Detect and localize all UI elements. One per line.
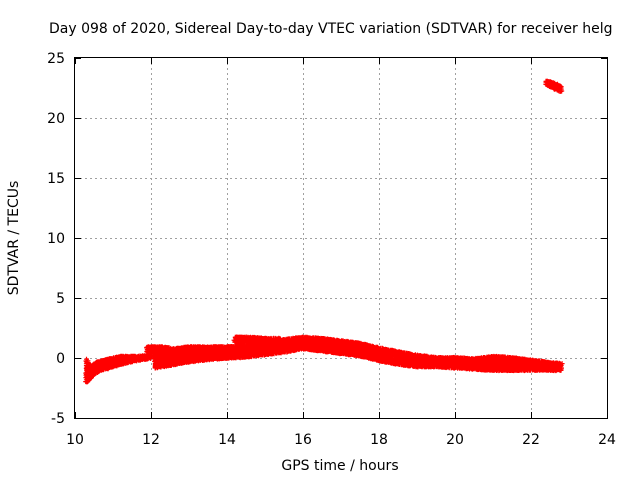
y-axis-label: SDTVAR / TECUs [6,181,22,296]
x-tick-label: 16 [294,432,312,448]
axis-ticks [75,58,608,419]
y-tick-label: 5 [56,291,65,307]
x-tick-label: 22 [522,432,540,448]
grid [75,58,607,418]
x-tick-label: 18 [370,432,388,448]
x-axis-label: GPS time / hours [281,458,398,474]
y-tick-label: 20 [47,111,65,127]
chart-title: Day 098 of 2020, Sidereal Day-to-day VTE… [49,21,612,37]
x-tick-label: 24 [598,432,616,448]
y-tick-label: 0 [56,351,65,367]
x-tick-label: 20 [446,432,464,448]
y-tick-label: 25 [47,51,65,67]
data-band [83,352,154,385]
data-series [83,78,565,385]
tick-labels: 10 12 14 16 18 20 22 24 -5 0 5 10 15 20 25 [47,51,616,448]
plot-frame [74,57,608,419]
x-tick-label: 14 [218,432,236,448]
y-tick-label: 10 [47,231,65,247]
x-tick-label: 10 [66,432,84,448]
data-band [231,334,283,346]
x-tick-label: 12 [142,432,160,448]
y-tick-label: -5 [51,411,65,427]
data-band [152,334,565,374]
data-band [543,78,565,94]
y-tick-label: 15 [47,171,65,187]
